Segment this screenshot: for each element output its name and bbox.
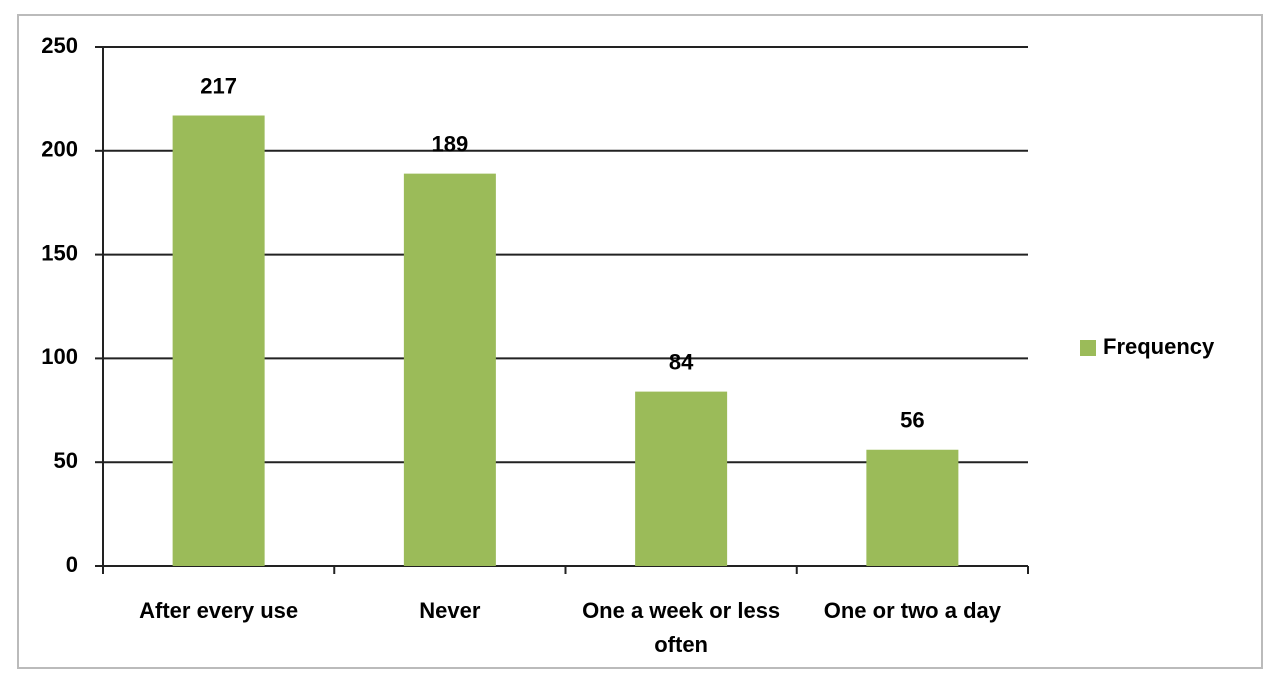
y-tick-label: 0 <box>66 552 78 577</box>
value-label: 84 <box>669 349 694 374</box>
bar <box>403 173 496 567</box>
y-tick-label: 150 <box>41 240 78 265</box>
value-label: 56 <box>900 408 924 433</box>
y-tick-label: 250 <box>41 33 78 58</box>
bar <box>172 115 265 567</box>
legend-label: Frequency <box>1103 334 1215 359</box>
legend-swatch <box>1080 340 1096 356</box>
y-tick-label: 50 <box>54 448 78 473</box>
value-label: 217 <box>200 73 237 98</box>
bar <box>866 449 959 566</box>
value-label: 189 <box>432 131 469 156</box>
x-tick-label: Never <box>419 598 481 623</box>
x-tick-label: After every use <box>139 598 299 623</box>
bar <box>635 391 728 566</box>
x-tick-label: One a week or less often <box>582 598 781 657</box>
y-tick-label: 100 <box>41 344 78 369</box>
x-tick-label: One or two a day <box>823 598 1001 623</box>
y-tick-label: 200 <box>41 137 78 162</box>
